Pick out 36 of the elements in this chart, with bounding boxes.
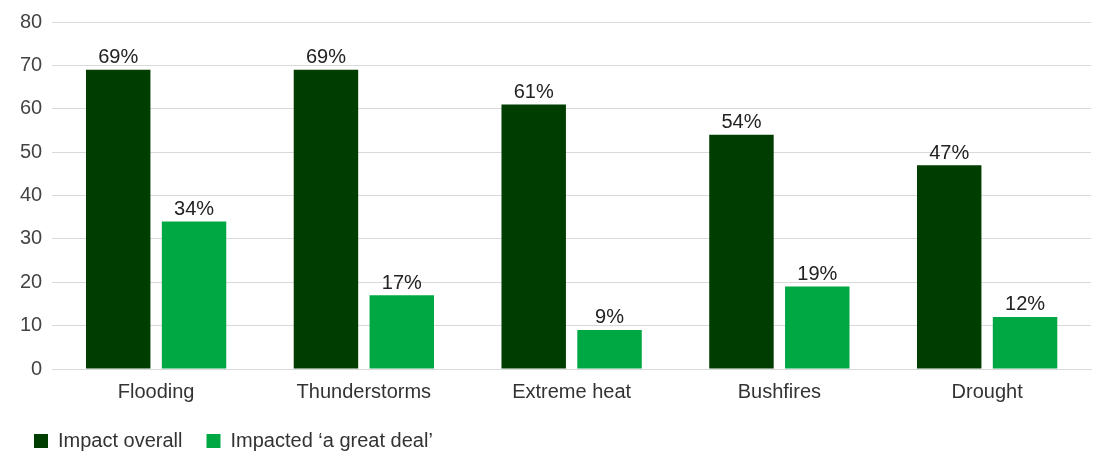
x-tick-label: Flooding xyxy=(117,379,195,402)
bar xyxy=(293,69,359,369)
data-label: 69% xyxy=(98,45,139,68)
data-label: 47% xyxy=(929,140,970,163)
bar xyxy=(369,295,435,369)
x-tick-label: Drought xyxy=(951,379,1024,402)
bar xyxy=(161,221,227,369)
legend-label: Impacted ‘a great deal’ xyxy=(230,428,433,451)
data-label: 17% xyxy=(381,270,423,293)
bar xyxy=(785,286,850,369)
x-tick-label: Bushfires xyxy=(737,379,822,402)
legend-label: Impact overall xyxy=(58,428,183,451)
x-tick-label: Extreme heat xyxy=(512,379,632,402)
data-label: 54% xyxy=(721,110,762,133)
data-label: 12% xyxy=(1005,292,1046,315)
bar xyxy=(501,104,566,369)
y-tick-label: 60 xyxy=(20,96,43,119)
y-tick-label: 20 xyxy=(20,269,43,292)
data-label: 69% xyxy=(305,45,347,68)
y-tick-label: 70 xyxy=(20,52,43,75)
y-tick-label: 10 xyxy=(20,313,43,336)
data-label: 19% xyxy=(797,262,838,285)
y-tick-label: 0 xyxy=(31,356,43,379)
bar xyxy=(709,134,774,369)
y-tick-label: 40 xyxy=(20,183,43,206)
bar xyxy=(992,316,1058,369)
data-label: 61% xyxy=(513,79,554,102)
y-tick-label: 30 xyxy=(20,226,43,249)
data-label: 9% xyxy=(595,305,625,328)
bar xyxy=(85,69,151,369)
y-tick-label: 50 xyxy=(20,139,43,162)
y-tick-label: 80 xyxy=(20,9,43,32)
bar xyxy=(916,165,982,369)
data-label: 34% xyxy=(174,197,215,220)
bar xyxy=(577,329,642,369)
x-tick-label: Thunderstorms xyxy=(296,379,432,402)
